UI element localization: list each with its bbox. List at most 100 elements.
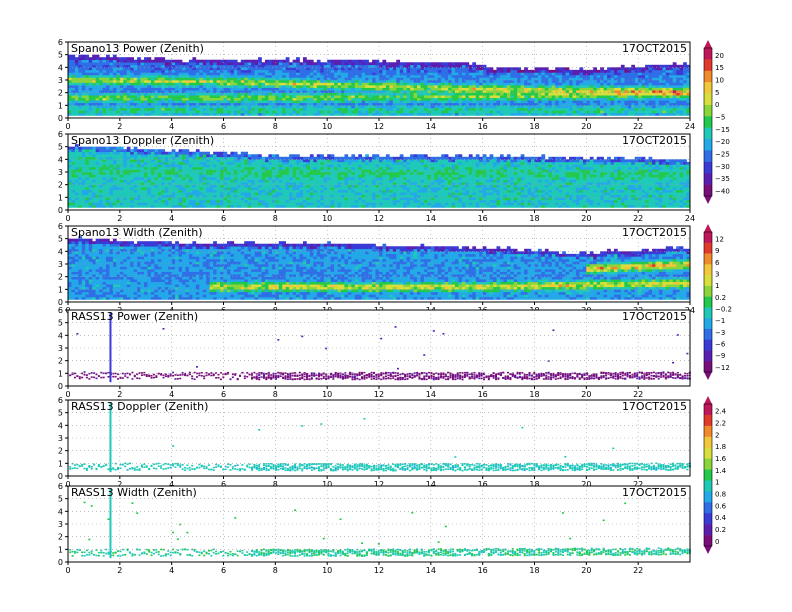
- data-cell: [278, 95, 283, 99]
- data-cell: [275, 59, 280, 63]
- data-cell: [575, 102, 580, 106]
- data-cell: [624, 74, 629, 78]
- data-cell: [144, 74, 148, 78]
- data-cell: [137, 199, 141, 203]
- data-cell: [202, 97, 207, 101]
- data-cell: [347, 62, 352, 66]
- data-cell: [140, 159, 145, 163]
- data-cell: [175, 154, 179, 158]
- data-cell: [161, 151, 166, 155]
- data-cell: [188, 169, 193, 173]
- data-cell: [302, 105, 307, 109]
- data-cell: [161, 59, 166, 63]
- data-cell: [140, 169, 145, 173]
- data-cell: [302, 62, 307, 66]
- data-cell: [379, 102, 383, 106]
- data-cell: [524, 110, 528, 114]
- data-cell: [71, 54, 76, 58]
- data-cell: [119, 192, 124, 196]
- data-cell: [147, 149, 152, 153]
- data-cell: [140, 187, 145, 191]
- data-cell: [192, 199, 197, 203]
- data-cell: [244, 97, 248, 101]
- data-cell: [78, 156, 83, 160]
- data-cell: [351, 59, 356, 63]
- data-cell: [489, 82, 494, 86]
- data-cell: [465, 102, 470, 106]
- data-cell: [437, 85, 442, 88]
- data-cell: [285, 74, 290, 78]
- data-cell: [385, 69, 390, 73]
- data-cell: [92, 85, 96, 88]
- data-cell: [638, 105, 642, 109]
- data-cell: [88, 174, 93, 178]
- data-cell: [251, 102, 255, 106]
- data-cell: [123, 194, 128, 198]
- data-cell: [109, 149, 114, 153]
- data-cell: [116, 87, 121, 91]
- data-cell: [475, 112, 480, 116]
- data-cell: [448, 77, 452, 81]
- data-cell: [81, 105, 86, 109]
- data-cell: [427, 87, 432, 91]
- data-cell: [361, 95, 366, 99]
- data-cell: [150, 172, 155, 175]
- data-cell: [109, 62, 114, 66]
- data-cell: [137, 189, 141, 193]
- data-cell: [655, 95, 660, 99]
- data-cell: [375, 69, 380, 73]
- data-cell: [188, 166, 193, 170]
- data-cell: [133, 85, 138, 88]
- data-cell: [182, 102, 186, 106]
- data-cell: [226, 112, 231, 116]
- data-cell: [472, 80, 477, 83]
- data-cell: [220, 72, 224, 76]
- data-cell: [164, 199, 169, 203]
- data-cell: [379, 97, 383, 101]
- data-cell: [340, 112, 345, 116]
- data-cell: [596, 74, 601, 78]
- data-cell: [358, 80, 363, 83]
- data-cell: [499, 95, 504, 99]
- data-cell: [565, 102, 570, 106]
- data-cell: [655, 74, 660, 78]
- data-cell: [178, 159, 183, 163]
- data-cell: [74, 82, 79, 86]
- data-cell: [579, 85, 584, 88]
- data-cell: [226, 110, 231, 114]
- data-cell: [489, 85, 494, 88]
- data-cell: [157, 184, 162, 188]
- data-cell: [513, 105, 518, 109]
- data-cell: [372, 77, 376, 81]
- data-cell: [150, 100, 155, 104]
- data-cell: [423, 100, 428, 104]
- data-cell: [68, 59, 72, 63]
- data-cell: [157, 69, 162, 73]
- data-cell: [192, 154, 197, 158]
- data-cell: [140, 192, 145, 196]
- data-cell: [71, 57, 76, 61]
- data-cell: [299, 100, 304, 104]
- data-cell: [648, 95, 653, 99]
- data-cell: [354, 59, 359, 63]
- data-cell: [126, 169, 131, 173]
- data-cell: [683, 77, 687, 81]
- data-cell: [71, 62, 76, 66]
- data-cell: [496, 67, 501, 71]
- data-cell: [420, 92, 425, 96]
- data-cell: [164, 166, 169, 170]
- data-cell: [178, 107, 183, 111]
- data-cell: [237, 156, 242, 160]
- data-cell: [188, 172, 193, 175]
- data-cell: [413, 67, 418, 71]
- data-cell: [575, 74, 580, 78]
- data-cell: [313, 62, 318, 66]
- data-cell: [199, 72, 204, 76]
- data-cell: [617, 87, 622, 91]
- data-cell: [375, 82, 380, 86]
- data-cell: [226, 156, 231, 160]
- data-cell: [596, 105, 601, 109]
- data-cell: [634, 87, 639, 91]
- data-cell: [340, 74, 345, 78]
- data-cell: [607, 110, 611, 114]
